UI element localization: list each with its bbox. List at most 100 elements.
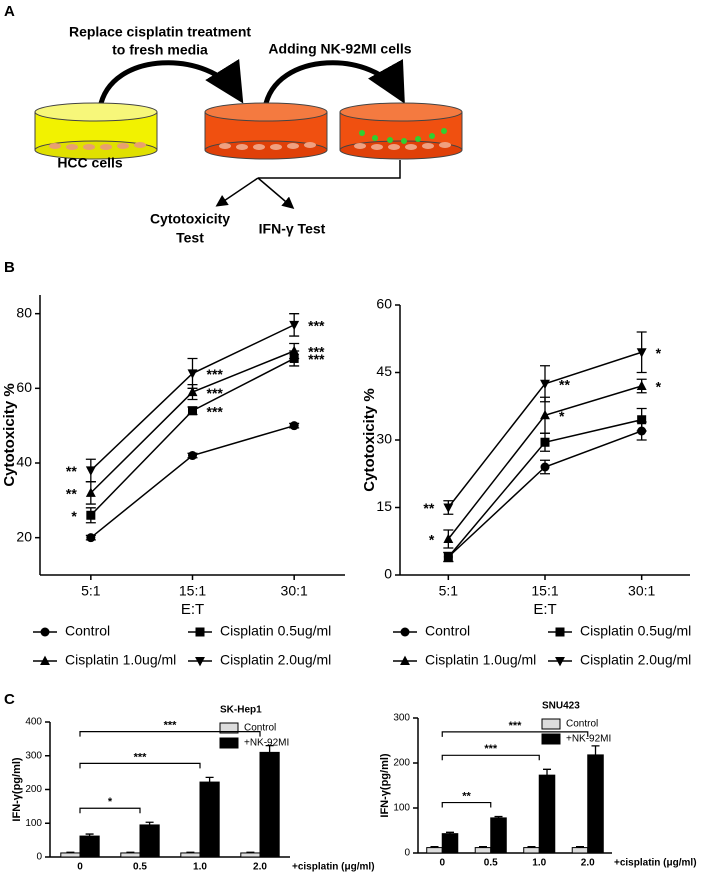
significance: ** [559,376,570,392]
arrow [262,59,405,109]
error-bar [430,846,439,848]
error-bar [85,833,94,837]
x-tick-label: 0 [439,858,445,869]
x-tick-label: 30:1 [628,583,655,599]
y-tick-label: 45 [376,363,392,379]
bar [120,852,141,858]
significance: *** [134,751,148,763]
y-tick-label: 0 [36,852,42,863]
y-tick-label: 300 [25,750,42,761]
significance: * [108,796,113,808]
significance: ** [462,790,471,802]
marker [636,348,647,358]
marker [555,656,565,667]
marker [540,462,550,472]
significance-bracket [79,762,201,769]
x-tick-label: 0 [77,862,83,872]
error-bar [446,831,455,834]
significance: * [71,508,77,524]
bar [523,847,540,854]
y-tick-label: 0 [404,848,410,859]
significance: *** [509,720,523,732]
y-axis-label: Cytotoxicity % [1,383,18,486]
bar [538,774,556,854]
y-tick-label: 60 [376,296,392,312]
marker [540,379,550,390]
marker [195,656,205,667]
bar [587,754,604,854]
bar [60,852,81,858]
bar [474,847,492,854]
marker [400,627,410,637]
panel-label: B [4,259,15,276]
marker [187,386,198,397]
marker [85,487,96,497]
significance: *** [207,403,224,419]
bar [441,833,459,854]
x-tick-label: 1.0 [193,862,207,872]
error-bar [478,846,487,848]
y-tick-label: 100 [393,803,410,814]
significance: *** [207,366,224,382]
significance-bracket [79,731,261,737]
test-text: Test [176,230,204,246]
significance-bracket [441,801,492,808]
legend-swatch [541,733,561,745]
significance: *** [207,385,224,401]
y-axis-label: Cytotoxicity % [361,388,378,491]
error-bar [205,776,214,783]
x-tick-label: 1.0 [532,858,546,869]
significance: *** [308,351,325,367]
legend-label: +NK-92MI [566,734,611,745]
marker [86,533,96,543]
bar [240,852,261,858]
error-bar [186,851,195,853]
y-tick-label: 400 [25,717,42,728]
error-bar [145,821,154,825]
bar [139,824,160,858]
dish [204,102,328,160]
diagram: Replace cisplatin treatment to fresh med… [34,24,463,246]
legend-label: Cisplatin 2.0ug/ml [580,652,691,668]
step-text: to fresh media [112,42,208,58]
marker [555,627,565,637]
significance-bracket [79,807,141,814]
legend-label: Cisplatin 0.5ug/ml [580,623,691,639]
x-tick-label: 15:1 [531,583,558,599]
marker [40,655,50,666]
legend-label: Control [244,723,276,734]
marker [40,627,50,637]
y-tick-label: 40 [16,454,32,470]
bar [490,817,507,854]
y-tick-label: 200 [25,784,42,795]
y-tick-label: 20 [16,528,32,544]
y-tick-label: 60 [16,379,32,395]
y-tick-label: 0 [384,566,392,582]
arrow [257,177,295,209]
bar [259,751,280,858]
x-tick-label: 0.5 [484,858,498,869]
x-tick-label: 5:1 [81,583,101,599]
error-bar [527,846,536,848]
legend-label: Control [425,623,470,639]
bar [199,781,220,858]
marker [443,503,454,513]
legend-swatch [219,722,239,734]
legend-label: Cisplatin 1.0ug/ml [425,652,536,668]
series-line [90,424,295,539]
significance: *** [164,720,178,732]
arrow [215,177,259,207]
x-tick-label: 0.5 [133,862,147,872]
marker [443,552,453,562]
x-tick-label: 30:1 [281,583,308,599]
significance: ** [66,463,77,479]
marker [289,320,300,331]
x-axis-label: +cisplatin (μg/ml) [292,862,375,872]
dish [339,102,463,160]
legend-swatch [219,737,239,749]
arrow [97,58,244,109]
marker [195,627,205,637]
error-bar [543,768,552,776]
marker [400,655,410,666]
significance: *** [308,318,325,334]
